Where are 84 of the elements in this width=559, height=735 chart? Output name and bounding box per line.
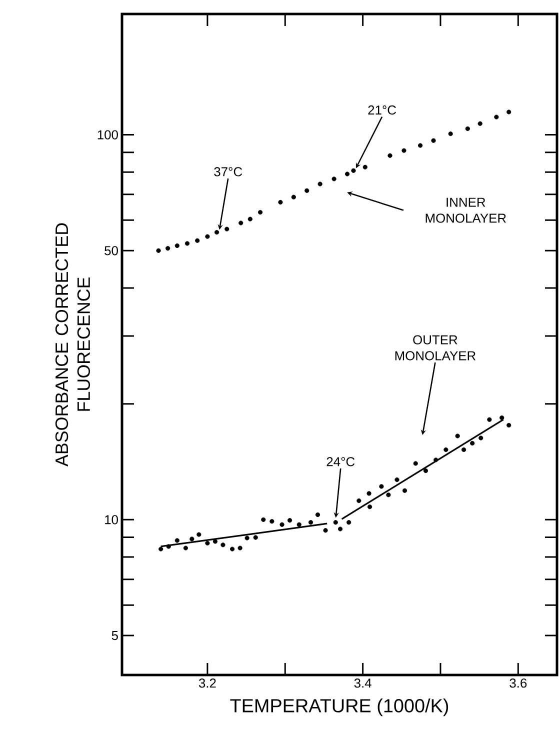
point <box>455 434 460 438</box>
point <box>431 138 436 143</box>
y-tick-label: 50 <box>104 246 118 256</box>
point <box>318 182 322 186</box>
point <box>183 546 188 550</box>
point <box>402 488 408 493</box>
point <box>465 126 470 132</box>
point <box>166 544 171 549</box>
y-axis-title: ABSORBANCE CORRECTED FLUORECENCE <box>55 223 90 467</box>
point <box>258 210 263 215</box>
point <box>184 241 190 246</box>
point <box>386 492 391 498</box>
point <box>244 536 250 540</box>
point <box>478 436 484 440</box>
y-tick-label: 10 <box>105 515 118 524</box>
point <box>487 417 492 422</box>
point <box>230 546 235 552</box>
point <box>248 216 252 222</box>
point <box>379 484 384 489</box>
point <box>367 504 372 510</box>
point <box>332 176 336 182</box>
point <box>323 528 328 533</box>
annotation: INNER MONOLAYER <box>426 198 506 223</box>
point <box>388 153 392 158</box>
annotation: 37°C <box>214 167 242 176</box>
point <box>296 522 302 527</box>
point <box>434 458 438 462</box>
point <box>308 520 314 525</box>
point <box>190 536 194 542</box>
x-tick-label: 3.6 <box>510 678 527 688</box>
point <box>205 540 210 546</box>
point <box>344 172 350 176</box>
y-tick-label: 100 <box>98 130 118 140</box>
point <box>195 238 200 243</box>
point <box>461 447 466 452</box>
point <box>174 243 180 248</box>
point <box>166 246 170 251</box>
annotation: 24°C <box>326 457 355 466</box>
point <box>470 440 475 446</box>
x-tick-label: 3.2 <box>198 678 216 688</box>
point <box>448 131 453 136</box>
point <box>158 546 164 552</box>
point <box>224 226 230 232</box>
x-tick-label: 3.4 <box>354 678 372 688</box>
point <box>366 491 372 496</box>
point <box>494 114 499 120</box>
point <box>506 422 512 428</box>
point <box>174 538 180 543</box>
point <box>156 248 161 253</box>
point <box>351 168 356 173</box>
point <box>253 535 258 540</box>
point <box>261 517 266 522</box>
point <box>304 188 310 193</box>
point <box>205 234 210 239</box>
point <box>315 512 320 518</box>
point <box>346 520 352 525</box>
point <box>338 526 343 532</box>
point <box>291 194 296 200</box>
point <box>287 518 292 523</box>
point <box>212 539 218 544</box>
point <box>214 230 220 235</box>
point <box>196 532 202 537</box>
point <box>506 110 512 114</box>
point <box>478 121 482 126</box>
point <box>270 519 274 524</box>
annotation: OUTER MONOLAYER <box>395 335 476 360</box>
point <box>423 468 428 474</box>
point <box>220 542 226 548</box>
point <box>278 200 283 205</box>
annotation: 21°C <box>368 105 396 115</box>
point <box>238 546 242 550</box>
point <box>500 415 504 420</box>
point <box>356 498 362 504</box>
point <box>418 143 423 148</box>
point <box>333 520 338 525</box>
x-axis-title: TEMPERATURE (1000/K) <box>230 698 448 716</box>
point <box>280 522 284 527</box>
point <box>362 164 368 170</box>
point <box>444 447 448 452</box>
point <box>394 477 400 482</box>
point <box>402 148 406 153</box>
point <box>413 461 418 466</box>
point <box>238 220 244 226</box>
y-tick-label: 5 <box>112 631 118 640</box>
